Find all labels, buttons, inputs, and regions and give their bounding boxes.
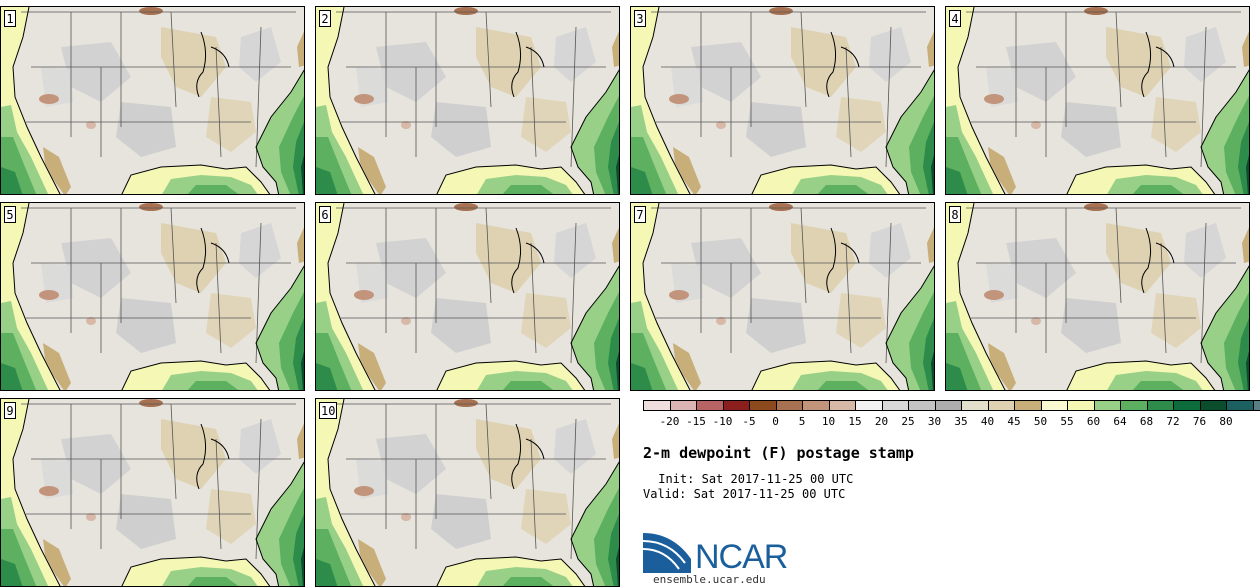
- ncar-wordmark: NCAR: [695, 538, 788, 576]
- colorbar-swatch: [881, 400, 909, 411]
- colorbar-swatch: [855, 400, 883, 411]
- postage-stamp-map[interactable]: 5: [0, 202, 305, 391]
- colorbar-swatch: [908, 400, 936, 411]
- colorbar-swatch: [961, 400, 989, 411]
- ncar-logo[interactable]: NCAR ensemble.ucar.edu: [642, 531, 788, 586]
- colorbar-label: 0: [772, 415, 779, 428]
- colorbar-swatch: [1120, 400, 1148, 411]
- colorbar-label: 20: [874, 415, 889, 428]
- member-number: 9: [4, 402, 16, 419]
- site-url[interactable]: ensemble.ucar.edu: [653, 573, 766, 586]
- postage-stamp-map[interactable]: 6: [315, 202, 620, 391]
- dewpoint-map: [316, 7, 619, 194]
- colorbar-swatch: [643, 400, 671, 411]
- valid-time: Valid: Sat 2017-11-25 00 UTC: [643, 487, 846, 501]
- colorbar-label: 76: [1192, 415, 1207, 428]
- colorbar-label: 15: [848, 415, 862, 428]
- dewpoint-map: [316, 399, 619, 586]
- dewpoint-map: [946, 7, 1249, 194]
- colorbar-swatch: [749, 400, 777, 411]
- postage-stamp-map[interactable]: 4: [945, 6, 1250, 195]
- colorbar-label: -15: [686, 415, 706, 428]
- postage-stamp-map[interactable]: 2: [315, 6, 620, 195]
- member-number: 1: [4, 10, 16, 27]
- colorbar-swatch: [1014, 400, 1042, 411]
- dewpoint-map: [316, 203, 619, 390]
- init-time: Init: Sat 2017-11-25 00 UTC: [651, 472, 854, 486]
- colorbar-swatch: [828, 400, 856, 411]
- colorbar-label: 45: [1007, 415, 1021, 428]
- colorbar-swatch: [775, 400, 803, 411]
- member-number: 6: [319, 206, 331, 223]
- member-number: 5: [4, 206, 16, 223]
- colorbar-swatch: [1173, 400, 1201, 411]
- dewpoint-map: [631, 203, 934, 390]
- colorbar-swatch: [987, 400, 1015, 411]
- colorbar-swatch: [696, 400, 724, 411]
- chart-title: 2-m dewpoint (F) postage stamp: [643, 444, 914, 462]
- colorbar-label: 55: [1060, 415, 1074, 428]
- colorbar-swatch: [1199, 400, 1227, 411]
- colorbar-label: 30: [927, 415, 942, 428]
- dewpoint-map: [1, 203, 304, 390]
- colorbar-swatch: [1093, 400, 1121, 411]
- colorbar-label: 68: [1139, 415, 1154, 428]
- member-number: 3: [634, 10, 646, 27]
- colorbar-label: 40: [980, 415, 995, 428]
- dewpoint-map: [631, 7, 934, 194]
- postage-stamp-map[interactable]: 8: [945, 202, 1250, 391]
- member-number: 7: [634, 206, 646, 223]
- colorbar-label: 25: [901, 415, 915, 428]
- dewpoint-map: [1, 399, 304, 586]
- colorbar-label: -10: [712, 415, 733, 428]
- ncar-swoosh-icon: [642, 533, 691, 573]
- postage-stamp-map[interactable]: 3: [630, 6, 935, 195]
- member-number: 10: [319, 402, 338, 419]
- colorbar-label: 80: [1219, 415, 1233, 428]
- postage-stamp-map[interactable]: 7: [630, 202, 935, 391]
- member-number: 8: [949, 206, 961, 223]
- colorbar-label: 72: [1166, 415, 1180, 428]
- colorbar-label: 35: [954, 415, 968, 428]
- colorbar-swatch: [669, 400, 697, 411]
- colorbar-swatch: [934, 400, 962, 411]
- colorbar-label: 5: [798, 415, 806, 428]
- colorbar-label: 50: [1033, 415, 1048, 428]
- postage-stamp-map[interactable]: 9: [0, 398, 305, 587]
- colorbar-swatch: [1226, 400, 1254, 411]
- postage-stamp-map[interactable]: 1: [0, 6, 305, 195]
- colorbar-label: 10: [821, 415, 836, 428]
- colorbar-label: 64: [1113, 415, 1127, 428]
- colorbar-label: -20: [659, 415, 680, 428]
- dewpoint-map: [946, 203, 1249, 390]
- member-number: 2: [319, 10, 331, 27]
- colorbar-swatch: [1040, 400, 1068, 411]
- colorbar-swatch: [1067, 400, 1095, 411]
- colorbar-label: 60: [1086, 415, 1101, 428]
- colorbar-swatch: [1252, 400, 1260, 411]
- member-number: 4: [949, 10, 961, 27]
- colorbar-label: -5: [742, 415, 756, 428]
- colorbar-swatch: [802, 400, 830, 411]
- colorbar-swatch: [1146, 400, 1174, 411]
- colorbar-swatch: [722, 400, 750, 411]
- postage-stamp-map[interactable]: 10: [315, 398, 620, 587]
- dewpoint-map: [1, 7, 304, 194]
